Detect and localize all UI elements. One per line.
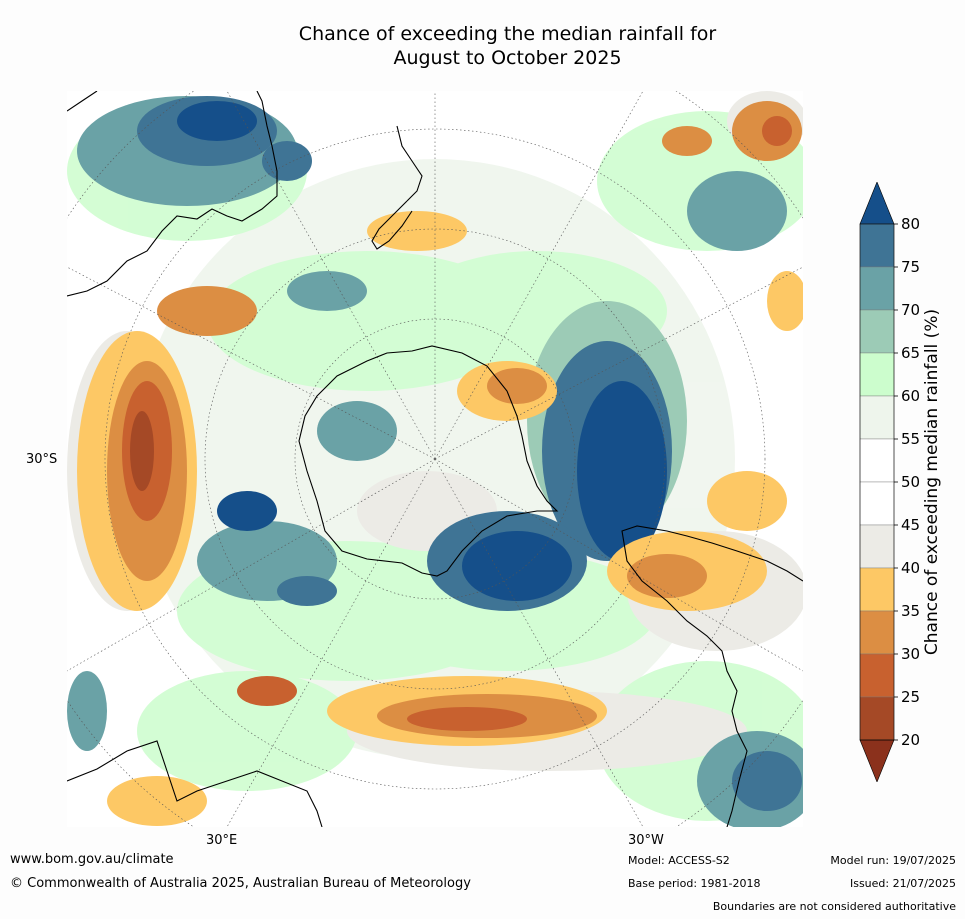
lon-label-30w: 30°W <box>628 833 664 848</box>
colorbar-tick-label: 65 <box>901 344 920 362</box>
colorbar-tick-label: 20 <box>901 731 920 749</box>
colorbar-bin-65-70 <box>859 309 895 354</box>
footer-model: Model: ACCESS-S2 <box>628 854 730 867</box>
colorbar-bin-55-60 <box>859 395 895 440</box>
colorbar-bin-30-35 <box>859 610 895 655</box>
map-svg <box>67 91 803 827</box>
chart-title-line2: August to October 2025 <box>393 47 622 69</box>
antarctica-outline <box>298 345 559 577</box>
colorbar-bin-70-75 <box>859 266 895 311</box>
chart-title: Chance of exceeding the median rainfall … <box>0 22 965 70</box>
colorbar-extend-bottom <box>859 739 895 783</box>
south-america-outline <box>621 525 803 827</box>
colorbar-bin-20-25 <box>859 696 895 741</box>
footer-issued: Issued: 21/07/2025 <box>849 877 956 890</box>
new-zealand-north <box>396 125 423 202</box>
colorbar-tick-label: 40 <box>901 559 920 577</box>
colorbar-bin-75-80 <box>859 223 895 268</box>
colorbar-tick-label: 35 <box>901 602 920 620</box>
colorbar: 80 75 70 65 60 55 50 45 40 35 30 25 20 <box>858 181 938 786</box>
footer-disclaimer: Boundaries are not considered authoritat… <box>712 900 956 913</box>
rainfall-map <box>67 91 803 827</box>
new-zealand-south <box>371 200 413 250</box>
colorbar-tick-label: 75 <box>901 258 920 276</box>
lon-label-30e: 30°E <box>206 833 238 848</box>
colorbar-tick-label: 45 <box>901 516 920 534</box>
colorbar-bin-25-30 <box>859 653 895 698</box>
colorbar-tick-label: 30 <box>901 645 920 663</box>
colorbar-tick-label: 50 <box>901 473 920 491</box>
colorbar-tick-label: 60 <box>901 387 920 405</box>
colorbar-tick-label: 80 <box>901 215 920 233</box>
coastlines <box>67 91 803 827</box>
colorbar-tick-label: 55 <box>901 430 920 448</box>
graticule <box>67 91 803 827</box>
africa-outline <box>67 740 323 827</box>
colorbar-bin-50-55 <box>859 438 895 483</box>
colorbar-tick-label: 70 <box>901 301 920 319</box>
footer-base-period: Base period: 1981-2018 <box>628 877 761 890</box>
wet-teal-patches <box>67 96 803 827</box>
lat-label-30s: 30°S <box>26 452 58 467</box>
colorbar-bin-60-65 <box>859 352 895 397</box>
footer-website: www.bom.gov.au/climate <box>10 852 174 867</box>
chart-title-line1: Chance of exceeding the median rainfall … <box>298 23 717 45</box>
dry-orange-patches <box>77 101 803 826</box>
colorbar-bin-35-40 <box>859 567 895 612</box>
colorbar-tick-label: 25 <box>901 688 920 706</box>
colorbar-extend-top <box>859 181 895 225</box>
footer-copyright: © Commonwealth of Australia 2025, Austra… <box>10 876 471 891</box>
colorbar-svg: 80 75 70 65 60 55 50 45 40 35 30 25 20 <box>859 181 920 783</box>
colorbar-title: Chance of exceeding median rainfall (%) <box>922 308 942 656</box>
colorbar-bin-45-50 <box>859 481 895 526</box>
footer-model-run: Model run: 19/07/2025 <box>830 854 956 867</box>
colorbar-bin-40-45 <box>859 524 895 569</box>
australia-outline <box>67 91 278 297</box>
top-left-coast <box>67 91 98 112</box>
